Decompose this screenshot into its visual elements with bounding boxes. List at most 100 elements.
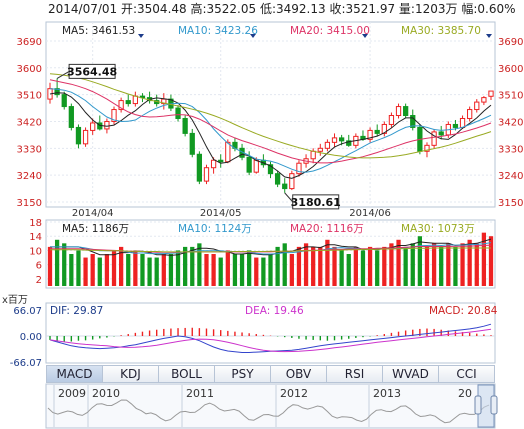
candle-up xyxy=(317,147,323,152)
price-axis-left: 3150 3240 3330 3420 3510 3600 3690 xyxy=(17,37,42,209)
date-tick-label: 2014/05 xyxy=(200,208,242,219)
legend-entry: MA10: 1124万 xyxy=(178,223,252,235)
candle-up xyxy=(296,162,302,175)
candle-down xyxy=(410,115,416,128)
navigator-year-label: 2009 xyxy=(58,387,86,400)
candle-up xyxy=(474,101,480,111)
candle-up xyxy=(90,122,96,131)
volume-bar-down xyxy=(268,254,273,286)
candle-up xyxy=(467,109,473,119)
candle-down xyxy=(139,95,146,99)
candle-down xyxy=(75,126,82,145)
volume-bar-down xyxy=(439,246,444,286)
volume-tick-label: 14 xyxy=(29,232,42,243)
tab-kdj[interactable]: KDJ xyxy=(103,365,159,383)
header-field: 3504.48 xyxy=(137,2,187,16)
candle-up xyxy=(203,167,210,182)
navigator[interactable] xyxy=(45,383,496,429)
candle-up xyxy=(132,95,138,105)
tab-obv[interactable]: OBV xyxy=(271,365,327,383)
volume-bar-up xyxy=(332,246,337,286)
header-field: 开: xyxy=(117,2,137,16)
volume-ma-line-ma5 xyxy=(50,238,492,256)
price-tick-label: 3150 xyxy=(498,198,523,209)
macd-tick-label: 66.07 xyxy=(13,306,42,317)
volume-bar-up xyxy=(396,239,401,286)
candle-down xyxy=(346,140,352,146)
price-tick-label: 3330 xyxy=(498,144,523,155)
macd-tick-label: 0.00 xyxy=(20,332,42,343)
price-tick-label: 3510 xyxy=(17,91,42,102)
navigator-year-label: 2013 xyxy=(373,387,401,400)
volume-bar-up xyxy=(481,232,487,286)
candle-down xyxy=(125,100,131,105)
volume-bar-down xyxy=(417,236,423,286)
navigator-handle-right[interactable] xyxy=(490,395,498,415)
volume-bar-up xyxy=(382,246,387,286)
header-field: 高: xyxy=(187,1,207,16)
volume-bar-up xyxy=(488,236,494,286)
candle-up xyxy=(395,106,402,117)
header-field: 0.60% xyxy=(477,2,515,16)
tab-wvad[interactable]: WVAD xyxy=(383,365,439,383)
tab-psy[interactable]: PSY xyxy=(215,365,271,383)
volume-bar-down xyxy=(275,246,280,286)
candle-down xyxy=(338,137,345,142)
candle-up xyxy=(253,159,259,173)
volume-bar-down xyxy=(453,246,458,286)
ma-line-ma5 xyxy=(49,92,492,179)
volume-bar-down xyxy=(168,254,174,286)
volume-bar-down xyxy=(410,243,415,286)
price-tick-label: 3330 xyxy=(17,144,42,155)
volume-bar-down xyxy=(183,246,188,286)
annotation-box xyxy=(292,194,340,210)
volume-bar-down xyxy=(197,243,202,286)
volume-bar-down xyxy=(97,257,102,286)
volume-bar-up xyxy=(289,254,294,286)
volume-bar-up xyxy=(367,246,373,286)
volume-bar-up xyxy=(311,246,316,286)
price-tick-label: 3240 xyxy=(498,171,523,182)
volume-bar-up xyxy=(467,239,472,286)
candle-down xyxy=(175,107,181,119)
candle-up xyxy=(310,150,316,160)
tab-boll[interactable]: BOLL xyxy=(159,365,215,383)
volume-bar-down xyxy=(190,246,195,286)
header-field: 3492.13 xyxy=(276,2,326,16)
navigator-handle-left[interactable] xyxy=(474,395,482,415)
price-tick-label: 3690 xyxy=(498,37,523,48)
legend-marker-icon xyxy=(250,34,256,38)
macd-dea-line xyxy=(49,328,492,353)
volume-bar-down xyxy=(140,254,145,286)
candle-up xyxy=(459,117,466,128)
tab-macd[interactable]: MACD xyxy=(46,365,103,383)
price-tick-label: 3600 xyxy=(498,64,523,75)
volume-bar-up xyxy=(90,254,95,286)
price-tick-label: 3600 xyxy=(17,64,42,75)
volume-bar-down xyxy=(282,243,287,286)
candle-up xyxy=(111,109,117,122)
volume-bar-up xyxy=(325,239,330,286)
annotation-leader xyxy=(56,70,70,79)
candle-up xyxy=(431,131,437,146)
navigator-year-label: 20 xyxy=(458,387,472,400)
volume-bar-down xyxy=(76,250,81,286)
header-field: 1203万 xyxy=(415,2,458,16)
candle-up xyxy=(225,141,231,163)
volume-bar-up xyxy=(446,243,451,286)
macd-legend-dea: DEA: 19.46 xyxy=(245,305,304,317)
navigator-line xyxy=(47,399,490,424)
volume-bar-down xyxy=(126,254,131,286)
candle-up xyxy=(481,97,487,103)
navigator-year-label: 2011 xyxy=(186,387,214,400)
tab-cci[interactable]: CCI xyxy=(439,365,495,383)
volume-bar-up xyxy=(204,254,209,286)
candle-down xyxy=(68,106,74,128)
tab-rsi[interactable]: RSI xyxy=(327,365,383,383)
volume-tick-label: 10 xyxy=(29,246,42,257)
price-tick-label: 3510 xyxy=(498,91,523,102)
legend-marker-icon xyxy=(362,34,368,38)
ma-line-ma10 xyxy=(49,88,492,173)
macd-legend-dif: DIF: 29.87 xyxy=(50,305,103,317)
